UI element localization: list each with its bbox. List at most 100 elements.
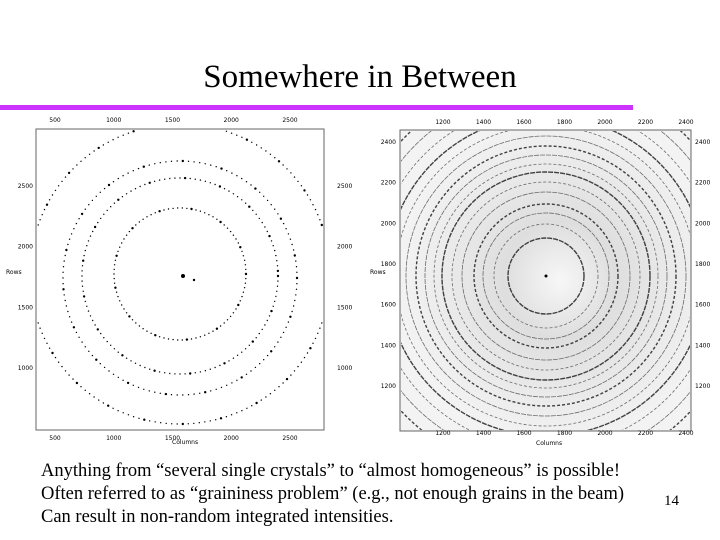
ring-spot — [131, 227, 134, 230]
tick-label: 1000 — [337, 365, 352, 372]
ring-spot — [297, 365, 299, 368]
ring-spot — [244, 202, 247, 204]
ring-spot — [314, 208, 317, 211]
ring-spot — [279, 217, 283, 220]
ring-spot — [312, 204, 314, 206]
ring-spot — [193, 393, 195, 395]
ring-spot — [122, 175, 124, 177]
ring-spot — [179, 373, 181, 375]
ring-spot — [84, 346, 87, 348]
ring-spot — [88, 204, 90, 206]
ring-spot — [236, 175, 238, 177]
ring-spot — [204, 421, 206, 423]
ring-spot — [89, 315, 92, 317]
diffraction-ring — [433, 163, 659, 389]
ring-spot — [216, 218, 218, 220]
ring-spot — [112, 407, 114, 409]
ring-spot — [303, 356, 306, 359]
ring-spot — [61, 180, 63, 183]
ring-spot — [244, 272, 248, 276]
ring-spot — [64, 176, 67, 178]
ring-spot — [154, 212, 156, 214]
ring-spot — [258, 332, 260, 335]
ring-spot — [199, 336, 202, 338]
ring-spot — [106, 340, 108, 343]
ring-spot — [268, 234, 271, 238]
ring-spot — [229, 315, 232, 318]
tick-label: 1400 — [695, 342, 710, 349]
ring-spot — [61, 365, 63, 368]
ring-spot — [181, 159, 184, 163]
ring-spot — [81, 275, 83, 277]
tick-label: 2000 — [695, 220, 710, 227]
ring-spot — [204, 212, 206, 214]
ring-spot — [215, 419, 217, 421]
ring-spot — [252, 209, 254, 212]
ring-spot — [241, 410, 243, 412]
tick-label: 1600 — [695, 302, 710, 309]
ring-spot — [122, 379, 124, 381]
ring-spot — [319, 327, 321, 329]
ring-spot — [119, 300, 121, 302]
ring-spot — [94, 324, 96, 326]
ring-spot — [110, 344, 112, 346]
ring-spot — [93, 150, 95, 152]
ring-spot — [295, 288, 298, 290]
ring-spot — [270, 350, 273, 353]
ring-spot — [158, 210, 161, 213]
ring-spot — [204, 163, 206, 165]
ring-spot — [81, 341, 83, 343]
ring-spot — [78, 218, 80, 220]
ring-spot — [125, 312, 128, 314]
ring-spot — [193, 161, 195, 163]
beam-center — [544, 274, 548, 278]
ring-spot — [282, 222, 285, 225]
ring-spot — [237, 242, 239, 244]
ring-spot — [269, 393, 272, 395]
ring-spot — [300, 185, 303, 187]
tick-label: 1600 — [516, 430, 531, 437]
ring-spot — [275, 254, 277, 257]
ring-spot — [223, 322, 225, 324]
tick-label: 2500 — [337, 183, 352, 190]
ring-spot — [113, 273, 115, 275]
tick-label: 2000 — [381, 220, 396, 227]
ring-spot — [260, 147, 262, 149]
ring-spot — [154, 163, 156, 165]
ring-spot — [54, 356, 57, 359]
ring-spot — [114, 286, 117, 289]
ring-spot — [199, 162, 201, 164]
ring-spot — [282, 164, 284, 166]
ring-spot — [41, 332, 43, 334]
ring-spot — [81, 285, 84, 287]
ring-spot — [199, 392, 201, 394]
ring-spot — [117, 295, 119, 298]
ring-spot — [114, 259, 117, 261]
ring-spot — [264, 226, 266, 228]
ring-spot — [219, 417, 223, 420]
ring-spot — [138, 325, 141, 327]
ring-spot — [169, 177, 171, 180]
ring-spot — [92, 319, 94, 322]
ring-spot — [248, 344, 250, 346]
ring-spot — [209, 182, 211, 184]
ring-spot — [158, 179, 161, 181]
tick-label: 2400 — [678, 430, 693, 437]
ring-spot — [285, 377, 289, 381]
ring-spot — [165, 161, 167, 163]
ring-spot — [239, 300, 241, 302]
tick-label: 1600 — [381, 302, 396, 309]
tick-label: 2400 — [695, 139, 710, 146]
ring-spot — [237, 303, 240, 307]
ring-spot — [106, 209, 108, 212]
tick-label: 1800 — [381, 261, 396, 268]
ring-spot — [113, 282, 116, 284]
ring-spot — [130, 190, 132, 192]
ring-spot — [142, 218, 144, 220]
tick-label: 2000 — [597, 430, 612, 437]
ring-spot — [264, 324, 266, 326]
ring-spot — [259, 191, 261, 193]
ring-spot — [293, 370, 296, 372]
ring-spot — [266, 319, 268, 322]
ring-spot — [277, 341, 279, 343]
